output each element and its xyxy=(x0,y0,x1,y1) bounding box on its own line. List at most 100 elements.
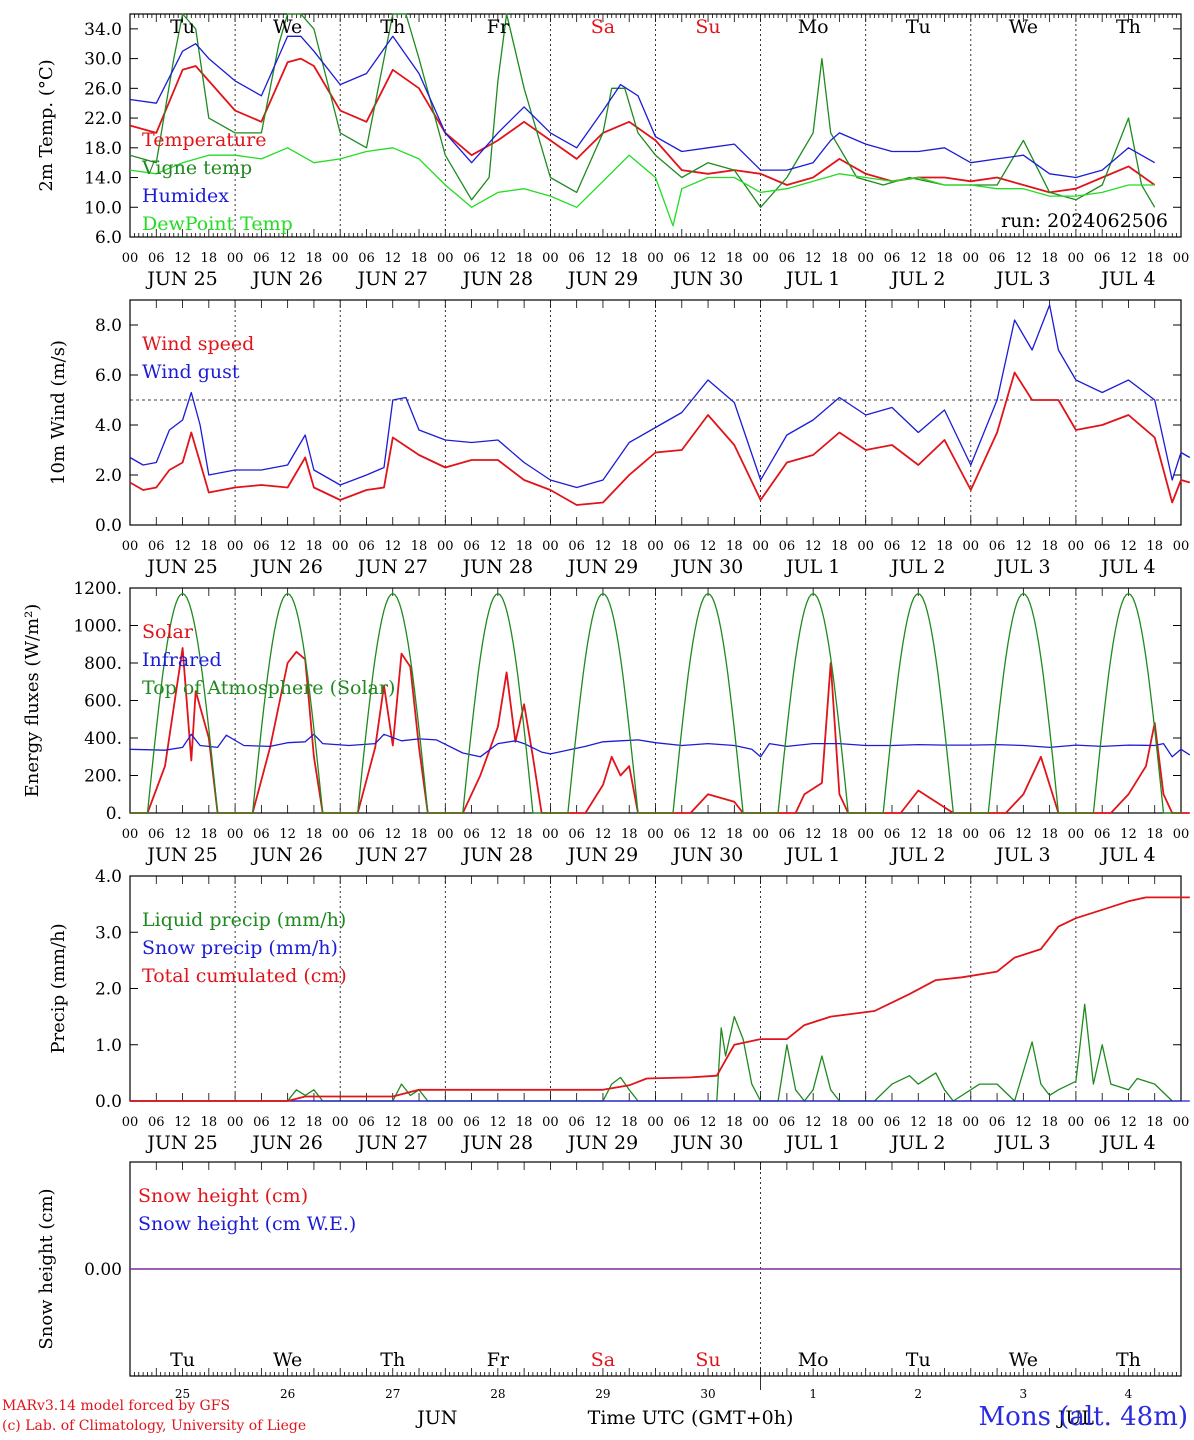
hour-label: 18 xyxy=(726,827,743,842)
hour-label: 12 xyxy=(1120,251,1137,266)
hour-label: 06 xyxy=(779,539,796,554)
day-label: JUL 3 xyxy=(994,556,1050,578)
hour-label: 00 xyxy=(752,251,769,266)
weekday-label: Mo xyxy=(798,16,829,38)
x-axis-title: Time UTC (GMT+0h) xyxy=(588,1407,794,1429)
day-label: JUL 4 xyxy=(1099,556,1155,578)
weekday-label: We xyxy=(273,1349,302,1371)
hour-label: 06 xyxy=(148,539,165,554)
y-tick-label: 200. xyxy=(84,767,122,787)
hour-label: 18 xyxy=(621,539,638,554)
day-label: JUN 26 xyxy=(250,844,322,866)
hour-label: 12 xyxy=(595,539,612,554)
hour-label: 00 xyxy=(752,1115,769,1130)
hour-label: 18 xyxy=(831,827,848,842)
legend-entry: Total cumulated (cm) xyxy=(142,965,347,987)
hour-label: 18 xyxy=(516,827,533,842)
hour-label: 00 xyxy=(542,1115,559,1130)
weekday-label: Sa xyxy=(591,1349,615,1371)
hour-label: 12 xyxy=(490,539,507,554)
hour-label: 18 xyxy=(621,251,638,266)
hour-label: 00 xyxy=(332,539,349,554)
weekday-label: Th xyxy=(1116,1349,1141,1371)
hour-label: 00 xyxy=(542,539,559,554)
y-tick-label: 0.0 xyxy=(95,1092,122,1112)
hour-label: 18 xyxy=(936,251,953,266)
hour-label: 18 xyxy=(306,539,323,554)
hour-label: 06 xyxy=(253,251,270,266)
day-label: JUL 2 xyxy=(889,268,945,290)
credit-lab: (c) Lab. of Climatology, University of L… xyxy=(2,1418,307,1434)
hour-label: 12 xyxy=(1120,1115,1137,1130)
hour-label: 06 xyxy=(989,827,1006,842)
hour-label: 18 xyxy=(1041,1115,1058,1130)
hour-label: 18 xyxy=(1146,827,1163,842)
day-label: JUN 28 xyxy=(461,844,533,866)
hour-label: 12 xyxy=(490,251,507,266)
weekday-label: Tu xyxy=(906,1349,931,1371)
series-line xyxy=(129,13,1156,208)
day-label: JUN 30 xyxy=(671,1132,743,1154)
station-name: Mons (alt. 48m) xyxy=(978,1402,1188,1432)
hour-label: 12 xyxy=(700,1115,717,1130)
hour-label: 00 xyxy=(1173,827,1190,842)
day-label: JUN 28 xyxy=(461,268,533,290)
hour-label: 00 xyxy=(1068,1115,1085,1130)
weekday-label: Su xyxy=(695,16,720,38)
legend-entry: Solar xyxy=(142,621,194,643)
hour-label: 18 xyxy=(1041,539,1058,554)
hour-label: 18 xyxy=(411,827,428,842)
hour-label: 00 xyxy=(332,251,349,266)
day-number-label: 3 xyxy=(1020,1387,1028,1401)
series-line xyxy=(129,57,1156,194)
weekday-label: Th xyxy=(1116,16,1141,38)
y-tick-label: 0. xyxy=(106,804,122,824)
y-tick-label: 14.0 xyxy=(84,169,122,189)
weekday-label: We xyxy=(1009,16,1038,38)
hour-label: 00 xyxy=(227,251,244,266)
day-label: JUN 29 xyxy=(566,1132,638,1154)
hour-label: 00 xyxy=(122,827,139,842)
hour-label: 06 xyxy=(1094,827,1111,842)
hour-label: 12 xyxy=(595,1115,612,1130)
hour-label: 18 xyxy=(1041,827,1058,842)
hour-label: 06 xyxy=(884,827,901,842)
day-label: JUN 25 xyxy=(145,1132,217,1154)
hour-label: 00 xyxy=(752,539,769,554)
run-label: run: 2024062506 xyxy=(1001,210,1168,232)
hour-label: 18 xyxy=(201,539,218,554)
day-label: JUL 2 xyxy=(889,1132,945,1154)
y-tick-label: 1.0 xyxy=(95,1036,122,1056)
day-label: JUL 1 xyxy=(784,1132,840,1154)
hour-label: 00 xyxy=(963,1115,980,1130)
y-tick-label: 10.0 xyxy=(84,198,122,218)
hour-label: 18 xyxy=(726,251,743,266)
y-tick-label: 34.0 xyxy=(84,20,122,40)
hour-label: 00 xyxy=(437,539,454,554)
day-label: JUN 28 xyxy=(461,556,533,578)
day-label: JUL 1 xyxy=(784,268,840,290)
hour-label: 12 xyxy=(700,827,717,842)
series-line xyxy=(130,896,1190,1102)
hour-label: 00 xyxy=(122,539,139,554)
hour-label: 18 xyxy=(621,1115,638,1130)
legend-entry: Humidex xyxy=(142,185,229,207)
hour-label: 12 xyxy=(384,1115,401,1130)
hour-label: 06 xyxy=(463,251,480,266)
hour-label: 18 xyxy=(516,251,533,266)
day-label: JUL 3 xyxy=(994,268,1050,290)
hour-label: 00 xyxy=(857,827,874,842)
hour-label: 00 xyxy=(437,251,454,266)
series-line xyxy=(129,147,1155,227)
legend-entry: DewPoint Temp xyxy=(142,213,293,235)
hour-label: 00 xyxy=(332,827,349,842)
hour-label: 12 xyxy=(174,539,191,554)
hour-label: 12 xyxy=(805,251,822,266)
y-tick-label: 22.0 xyxy=(84,109,122,129)
hour-label: 18 xyxy=(411,251,428,266)
hour-label: 00 xyxy=(1173,539,1190,554)
hour-label: 12 xyxy=(279,1115,296,1130)
legend-entry: Wind gust xyxy=(142,361,240,383)
hour-label: 12 xyxy=(910,251,927,266)
